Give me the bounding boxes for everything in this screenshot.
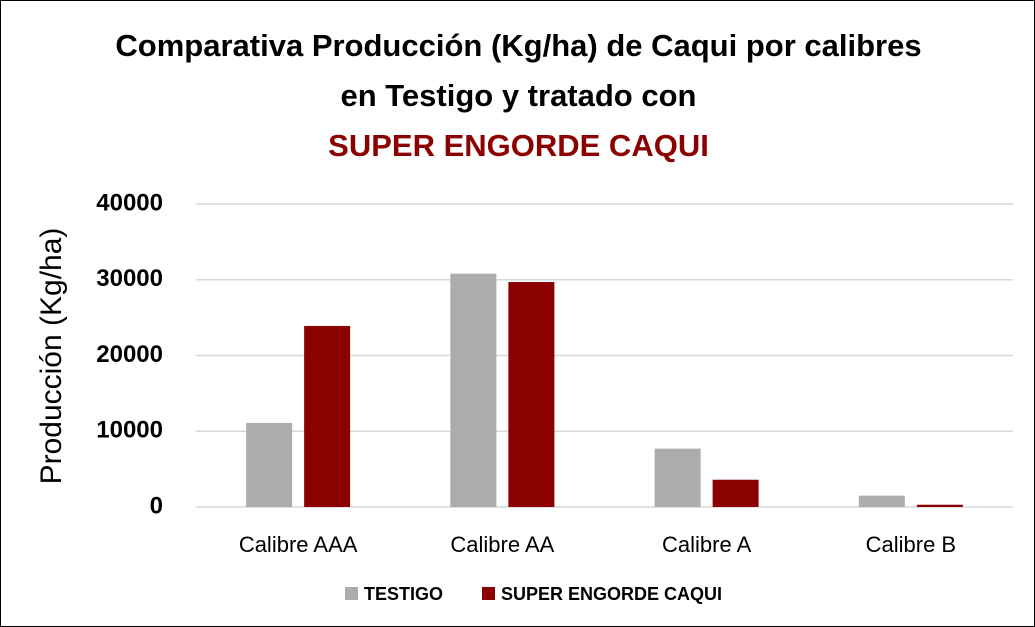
y-tick-label: 30000 xyxy=(96,265,163,292)
bar xyxy=(916,504,963,507)
legend-swatch xyxy=(345,587,358,600)
x-tick-label: Calibre A xyxy=(662,532,752,557)
legend-swatch xyxy=(482,587,495,600)
chart-subtitle: SUPER ENGORDE CAQUI xyxy=(328,128,709,163)
y-tick-label: 20000 xyxy=(96,341,163,368)
y-tick-label: 0 xyxy=(150,492,163,519)
x-tick-label: Calibre AA xyxy=(450,532,554,557)
y-tick-label: 40000 xyxy=(96,189,163,216)
y-tick-label: 10000 xyxy=(96,417,163,444)
chart-title: Comparativa Producción (Kg/ha) de Caqui … xyxy=(115,28,922,113)
x-tick-label: Calibre B xyxy=(866,532,956,557)
bar xyxy=(246,422,293,507)
bar xyxy=(304,325,351,507)
legend-label: SUPER ENGORDE CAQUI xyxy=(501,584,722,604)
bar xyxy=(712,479,759,507)
bar xyxy=(450,273,497,507)
bar xyxy=(508,282,555,507)
legend-label: TESTIGO xyxy=(364,584,443,604)
x-tick-label: Calibre AAA xyxy=(239,532,358,557)
bar xyxy=(654,448,701,507)
bar xyxy=(858,495,905,507)
y-axis-label: Producción (Kg/ha) xyxy=(35,228,68,485)
